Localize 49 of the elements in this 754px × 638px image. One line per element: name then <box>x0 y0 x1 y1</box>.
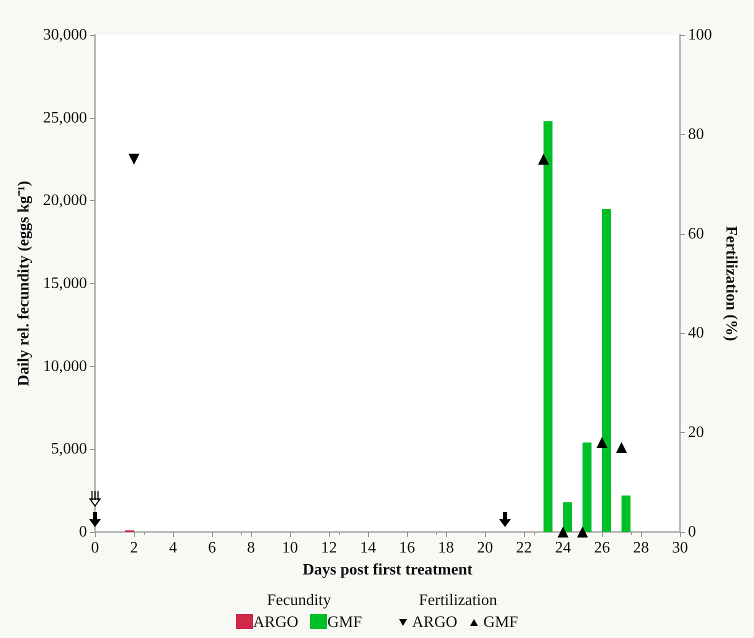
text: Fertilization <box>418 592 498 610</box>
point <box>596 437 608 448</box>
y-axis-title: Daily rel. fecundity (eggs kg⁻¹) <box>16 180 33 386</box>
y-tick-label: 30,000 <box>43 26 87 44</box>
x-tick-label: 0 <box>91 540 99 556</box>
bar <box>602 208 611 532</box>
x-tick-label: 30 <box>672 540 688 556</box>
y-tick-label: 5,000 <box>51 440 87 458</box>
y-tick-label: 15,000 <box>43 275 87 292</box>
y-tick-label: 10,000 <box>43 358 87 375</box>
y2-tick-label: 0 <box>688 524 696 540</box>
x-tick-label: 20 <box>477 540 493 556</box>
y2-tick-label: 80 <box>688 126 704 143</box>
y-tick-label: 25,000 <box>43 109 87 126</box>
text: Fecundity <box>266 592 332 610</box>
x-tick-label: 18 <box>438 540 454 556</box>
x-tick-label: 4 <box>169 540 177 556</box>
point <box>538 154 549 165</box>
y2-axis-title: Fertilization (%) <box>722 226 740 342</box>
legend-label: ARGO <box>411 614 458 632</box>
y2-tick-label: 40 <box>688 324 704 342</box>
x-tick-label: 14 <box>360 540 376 556</box>
x-tick-label: 6 <box>208 540 216 556</box>
y-tick-label: 20,000 <box>43 192 87 210</box>
x-tick-label: 10 <box>282 540 298 556</box>
x-axis-title: Days post first treatment <box>302 562 474 578</box>
legend-label: GMF <box>482 614 518 632</box>
bar <box>544 121 552 532</box>
point <box>616 442 627 454</box>
y2-tick-label: 20 <box>688 424 704 442</box>
x-tick-label: 24 <box>555 540 571 556</box>
y-tick-label: 0 <box>79 524 87 540</box>
x-tick-label: 22 <box>516 540 532 556</box>
x-tick-label: 16 <box>399 540 415 556</box>
x-tick-label: 12 <box>321 540 337 556</box>
point <box>558 526 568 538</box>
point <box>577 526 588 538</box>
bar <box>622 496 630 532</box>
bar <box>563 502 572 532</box>
x-tick-label: 28 <box>633 540 649 556</box>
y2-tick-label: 60 <box>688 225 704 242</box>
point <box>128 154 140 165</box>
y2-tick-label: 100 <box>688 26 712 44</box>
x-tick-label: 8 <box>247 540 255 556</box>
x-tick-label: 26 <box>594 540 610 556</box>
legend-label: GMF <box>326 614 362 632</box>
legend-label: ARGO <box>252 614 298 632</box>
x-tick-label: 2 <box>130 540 138 556</box>
bar <box>582 442 592 532</box>
